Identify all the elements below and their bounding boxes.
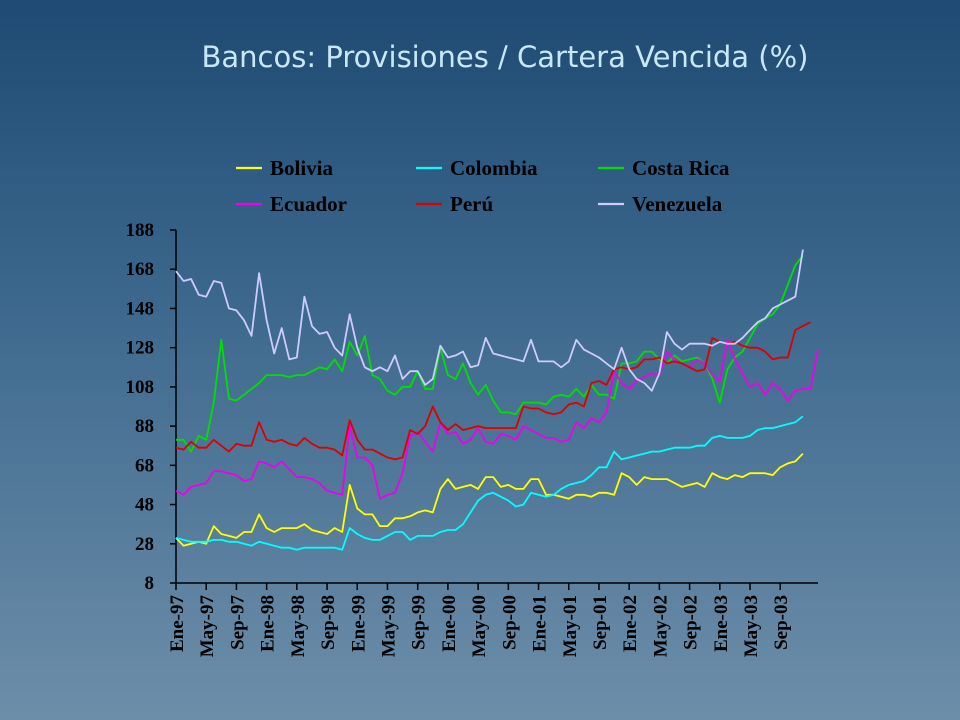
x-tick-label: Sep-97 — [227, 595, 248, 650]
legend-label-venezuela: Venezuela — [632, 192, 723, 216]
series-line-colombia — [175, 415, 804, 551]
y-tick-label: 188 — [126, 220, 155, 241]
series-line-venezuela — [175, 249, 804, 392]
y-tick-label: 108 — [126, 377, 155, 398]
x-tick-label: May-99 — [378, 595, 399, 657]
x-tick-label: May-02 — [650, 595, 671, 657]
x-tick-label: Ene-03 — [711, 595, 732, 652]
x-tick-label: Sep-99 — [409, 595, 430, 650]
x-tick-label: Ene-99 — [348, 595, 369, 652]
y-tick-label: 68 — [135, 455, 154, 476]
y-tick-label: 28 — [135, 534, 154, 555]
series-line-ecuador — [175, 338, 819, 500]
y-tick-label: 168 — [126, 259, 155, 280]
x-tick-label: Sep-03 — [771, 595, 792, 650]
x-tick-label: Sep-98 — [318, 595, 339, 650]
y-tick-label: 128 — [126, 338, 155, 359]
legend: Bolivia Colombia Costa Rica Ecuador Perú Vene… — [236, 156, 730, 216]
x-tick-label: Sep-00 — [499, 595, 520, 650]
y-axis: 8 28 48 68 88 108 128 148 168 188 — [126, 220, 177, 594]
y-tick-label: 8 — [145, 573, 155, 594]
x-tick-label: May-03 — [741, 595, 762, 657]
legend-label-costa-rica: Costa Rica — [632, 156, 730, 180]
y-tick-label: 48 — [135, 495, 154, 516]
x-tick-label: May-97 — [197, 595, 218, 658]
legend-label-ecuador: Ecuador — [270, 192, 347, 216]
x-axis: Ene-97 May-97 Sep-97 Ene-98 May-98 Sep-98 Ene-… — [167, 582, 818, 658]
series-group — [175, 249, 819, 551]
x-tick-label: May-98 — [288, 595, 309, 657]
series-line-costa-rica — [176, 254, 804, 453]
y-tick-label: 88 — [135, 416, 154, 437]
x-tick-label: Ene-02 — [620, 595, 641, 652]
chart-title: Bancos: Provisiones / Cartera Vencida (%… — [201, 40, 809, 74]
x-tick-label: Ene-98 — [258, 595, 279, 652]
x-tick-label: Ene-97 — [167, 595, 188, 653]
x-tick-label: Sep-01 — [590, 595, 611, 650]
series-line-peru — [175, 321, 811, 461]
x-tick-label: Ene-01 — [530, 595, 551, 652]
y-tick-label: 148 — [126, 298, 155, 319]
x-tick-label: Sep-02 — [681, 595, 702, 650]
x-tick-label: Ene-00 — [439, 595, 460, 652]
x-tick-label: May-01 — [560, 595, 581, 657]
legend-label-colombia: Colombia — [450, 156, 538, 180]
x-tick-label: May-00 — [469, 595, 490, 657]
legend-label-peru: Perú — [450, 192, 493, 216]
series-line-bolivia — [175, 452, 804, 547]
legend-label-bolivia: Bolivia — [270, 156, 334, 180]
